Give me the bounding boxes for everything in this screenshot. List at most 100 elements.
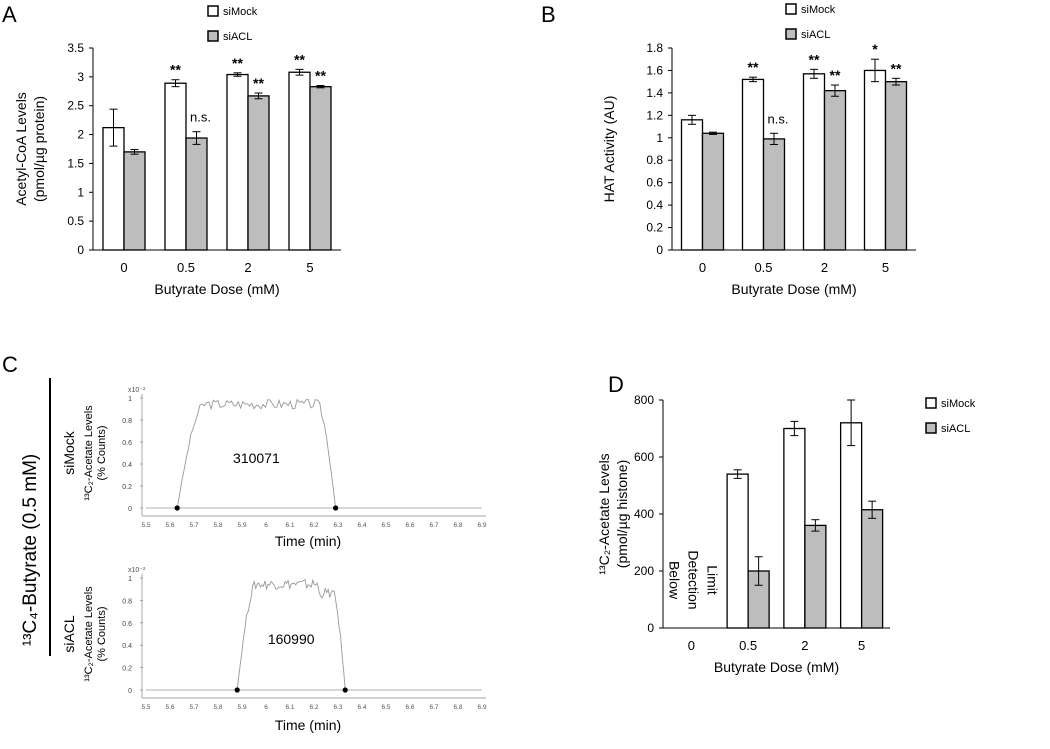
c-trace2-xtick-label: 6 [264,704,268,711]
b-ytick-label: 0.6 [646,176,663,190]
a-xtick-label: 0.5 [177,260,195,275]
a-ytick-label: 0 [77,243,84,257]
c-trace2-xtick-label: 6.2 [309,704,318,711]
b-significance: ** [748,59,759,75]
c-trace1-xtick-label: 6 [264,522,268,529]
d-bar-simock [839,422,863,629]
c-trace1-xtick-label: 5.8 [213,522,222,529]
d-ytick-label: 600 [634,450,654,464]
d-bar-siacl [804,524,827,629]
a-ytick-label: 3.5 [67,41,84,55]
d-annotation: Detection [685,550,701,609]
c-trace1-peak [176,398,337,509]
b-bar-simock [802,73,826,251]
a-xtick-label: 5 [306,260,313,275]
d-ylabel-line1: ¹³C₂-Acetate Levels [596,453,612,574]
a-legend-swatch-acl [207,30,219,42]
a-legend-label-acl: siACL [223,31,252,43]
panel-label-a: A [2,2,17,27]
a-bar-siacl [123,151,146,251]
a-xlabel: Butyrate Dose (mM) [154,281,279,297]
c-trace1-xtick-label: 6.6 [405,522,414,529]
c-trace1-xtick-label: 6.9 [477,522,486,529]
b-legend-swatch-mock [785,3,797,15]
a-xtick-label: 2 [244,260,251,275]
c-trace2-xtick-label: 5.5 [141,704,150,711]
d-xtick-label: 5 [858,638,865,653]
b-legend-label-acl: siACL [801,29,830,41]
c-trace2-xtick-label: 6.3 [333,704,342,711]
a-legend-label-mock: siMock [223,6,258,18]
c-trace2-xtick-label: 5.6 [165,704,174,711]
c-trace2-xlabel: Time (min) [275,717,341,733]
c-trace2-xtick-label: 6.5 [381,704,390,711]
c-side-label: ¹³C₄-Butyrate (0.5 mM) [20,454,41,647]
d-ytick-label: 800 [634,393,654,407]
a-legend-swatch-mock [207,5,219,17]
b-ytick-label: 1.8 [646,41,663,55]
c-trace1-ytick-label: 1 [128,396,132,403]
b-bar-simock [741,78,765,251]
b-bar-simock [863,69,887,251]
b-bar-siacl [823,89,847,251]
c-trace2-xtick-label: 5.9 [237,704,246,711]
b-bar-siacl [701,132,725,251]
a-significance: n.s. [190,110,211,125]
a-bar-simock [226,73,249,251]
d-ylabel-line2: (pmol/µg histone) [614,460,630,568]
d-ytick-label: 400 [634,507,654,521]
c-trace1-xtick-label: 6.4 [357,522,366,529]
b-bar-siacl [884,81,908,251]
c-trace1-xtick-label: 5.7 [189,522,198,529]
a-bar-siacl [309,86,332,251]
b-legend-swatch-acl [785,28,797,40]
chromatogram-panel: ¹³C₄-Butyrate (0.5 mM) x10⁻² 0 0.2 0.4 0.6 0.8… [20,378,487,733]
c-trace2-peak [236,578,346,691]
c-trace2-xtick-label: 6.8 [453,704,462,711]
b-significance: ** [809,51,820,67]
d-annotation: Limit [704,565,720,595]
panel-label-b: B [541,2,556,27]
c-trace2-ytick-label: 0.4 [122,643,132,650]
b-ytick-label: 0.4 [646,198,663,212]
c-trace2-xtick-label: 6.7 [429,704,438,711]
c-trace2-ytick-label: 1 [128,576,132,583]
c-trace2-xtick-label: 6.6 [405,704,414,711]
b-significance: * [872,41,878,57]
a-significance: ** [253,75,264,91]
c-trace1-xtick-label: 6.7 [429,522,438,529]
d-xlabel: Butyrate Dose (mM) [714,659,839,675]
a-bar-siacl [247,95,270,251]
c-trace2-ylabel-line2: (% Counts) [96,606,108,661]
c-trace1-xtick-label: 6.5 [381,522,390,529]
b-ytick-label: 1.6 [646,63,663,77]
b-legend-label-mock: siMock [801,4,836,16]
c-trace1-peak-end-marker [333,505,339,511]
c-trace1-scale-label: x10⁻² [128,387,146,394]
c-trace1-xtick-label: 6.1 [285,522,294,529]
a-significance: ** [315,68,326,84]
c-trace2-scale-label: x10⁻² [128,567,146,574]
c-trace1-ytick-label: 0.6 [122,440,132,447]
d-bar-simock [783,427,806,629]
a-ytick-label: 2 [77,128,84,142]
panel-label-d: D [608,372,624,397]
a-bar-siacl [185,137,208,251]
d-legend-swatch-mock [925,397,937,409]
a-ytick-label: 0.5 [67,214,84,228]
c-trace1-xtick-label: 5.9 [237,522,246,529]
c-trace1-xtick-label: 6.8 [453,522,462,529]
c-trace2-xtick-label: 6.9 [477,704,486,711]
b-bar-simock [680,119,704,251]
a-significance: ** [232,55,243,71]
b-ylabel: HAT Activity (AU) [601,96,617,203]
a-ytick-label: 1.5 [67,156,84,170]
d-xtick-label: 0.5 [739,638,757,653]
b-significance: ** [830,67,841,83]
c-trace2-peak-start-marker [234,687,240,693]
a-bar-simock [288,71,311,251]
b-ytick-label: 0.8 [646,153,663,167]
chart-acetate-levels: 0 200 400 600 800 ¹³C₂-Acetate Levels (pmol/µg… [596,393,976,675]
b-significance: n.s. [768,111,789,126]
c-trace1-ylabel-line1: ¹³C₂-Acetate Levels [83,405,95,501]
